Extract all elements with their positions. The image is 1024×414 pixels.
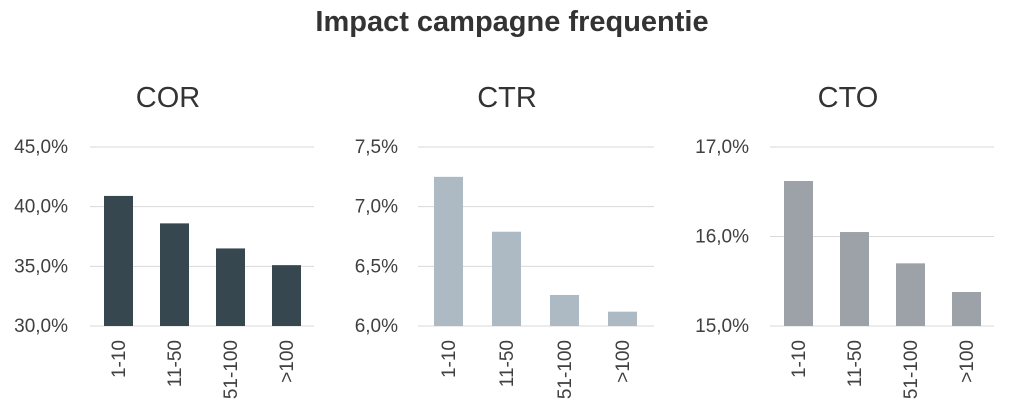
x-tick-label: 51-100 [901, 340, 922, 399]
bar-cto-1 [784, 181, 813, 326]
x-tick-label: 1-10 [439, 340, 460, 378]
y-tick-label: 7,5% [355, 137, 398, 158]
bar-cor-2 [160, 223, 189, 326]
x-tick-label: >100 [277, 340, 298, 383]
y-tick-label: 40,0% [14, 197, 68, 218]
chart-title-ctr: CTR [477, 82, 537, 114]
bar-cor-3 [216, 248, 245, 326]
x-tick-label: >100 [613, 340, 634, 383]
bar-ctr-2 [492, 231, 521, 326]
y-tick-label: 15,0% [695, 316, 749, 337]
bar-ctr-1 [434, 176, 463, 326]
bar-ctr-3 [550, 294, 579, 326]
y-tick-label: 17,0% [695, 137, 749, 158]
bar-cor-4 [272, 265, 301, 326]
x-tick-label: 1-10 [789, 340, 810, 378]
y-tick-label: 7,0% [355, 197, 398, 218]
x-tick-label: 11-50 [497, 340, 518, 387]
y-tick-label: 30,0% [14, 316, 68, 337]
bar-cto-2 [840, 232, 869, 326]
bar-cto-3 [896, 263, 925, 326]
main-title: Impact campagne frequentie [315, 6, 709, 38]
y-tick-label: 16,0% [695, 227, 749, 248]
x-tick-label: >100 [957, 340, 978, 383]
y-tick-label: 35,0% [14, 256, 68, 277]
chart-title-cor: COR [136, 82, 200, 114]
x-tick-label: 1-10 [109, 340, 130, 378]
x-tick-label: 51-100 [221, 340, 242, 399]
x-tick-label: 11-50 [845, 340, 866, 387]
y-tick-label: 6,0% [355, 316, 398, 337]
x-tick-label: 11-50 [165, 340, 186, 387]
bar-ctr-4 [608, 311, 637, 326]
bar-cto-4 [952, 291, 981, 326]
y-tick-label: 6,5% [355, 256, 398, 277]
y-tick-label: 45,0% [14, 137, 68, 158]
bar-cor-1 [104, 195, 133, 326]
x-tick-label: 51-100 [555, 340, 576, 399]
chart-title-cto: CTO [818, 82, 879, 114]
